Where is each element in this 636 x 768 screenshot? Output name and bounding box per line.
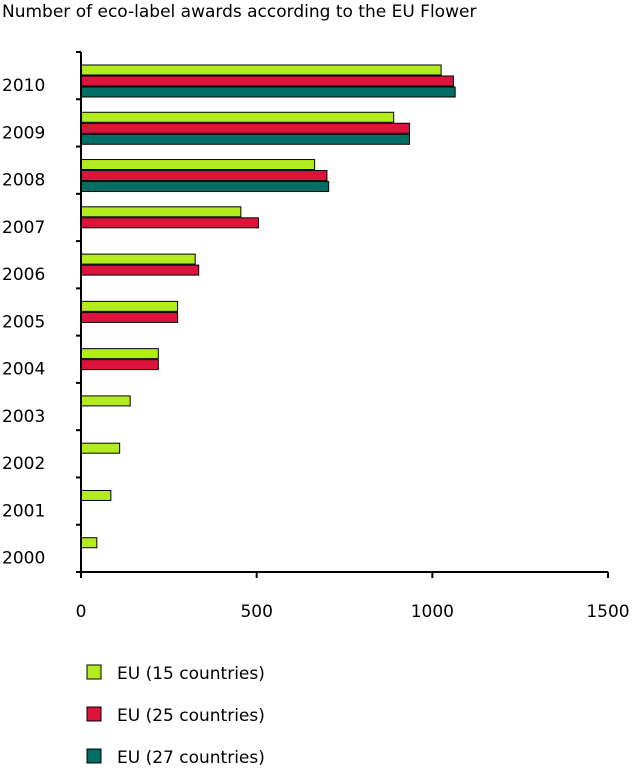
x-tick-label-1000: 1000 (411, 602, 454, 622)
axes-group: 2010 2009 2008 2007 2006 2005 2004 2003 2002 2001… (2, 51, 630, 622)
x-tick-label-1500: 1500 (586, 602, 629, 622)
legend-swatch-3 (86, 748, 102, 764)
bar-2003-series-1 (80, 395, 131, 407)
bar-2001-series-1 (80, 489, 112, 501)
bar-2010-series-1 (80, 64, 442, 76)
bar-2008-series-1 (80, 159, 316, 171)
bar-2010-series-3 (80, 86, 456, 98)
y-tick-label-2007: 2007 (2, 218, 45, 238)
bar-2008-series-2 (80, 170, 328, 182)
bar-2007-series-2 (80, 217, 259, 229)
bars-group (80, 64, 456, 549)
bar-2009-series-1 (80, 111, 395, 123)
y-tick-label-2009: 2009 (2, 123, 45, 143)
y-tick-label-2005: 2005 (2, 312, 45, 332)
y-tick-label-2002: 2002 (2, 454, 45, 474)
y-tick-label-2003: 2003 (2, 407, 45, 427)
bar-2004-series-1 (80, 348, 159, 360)
bar-2006-series-1 (80, 253, 196, 265)
legend-label-1: EU (15 countries) (117, 664, 265, 684)
y-tick-label-2008: 2008 (2, 171, 45, 191)
bar-2008-series-3 (80, 181, 330, 193)
bar-2000-series-1 (80, 537, 98, 549)
bar-2007-series-1 (80, 206, 242, 218)
bar-2009-series-3 (80, 133, 410, 145)
bar-2005-series-2 (80, 311, 179, 323)
bar-2005-series-1 (80, 300, 179, 312)
y-tick-label-2006: 2006 (2, 265, 45, 285)
legend-label-3: EU (27 countries) (117, 748, 265, 768)
y-tick-label-2001: 2001 (2, 501, 45, 521)
legend: EU (15 countries) EU (25 countries) EU (27… (86, 664, 265, 768)
x-tick-label-0: 0 (76, 602, 87, 622)
legend-swatch-2 (86, 706, 102, 722)
x-tick-label-500: 500 (240, 602, 272, 622)
y-tick-label-2004: 2004 (2, 360, 45, 380)
bar-2002-series-1 (80, 442, 121, 454)
bar-2004-series-2 (80, 359, 159, 371)
bar-2006-series-2 (80, 264, 200, 276)
chart-title: Number of eco-label awards according to … (2, 2, 476, 22)
legend-swatch-1 (86, 664, 102, 680)
legend-label-2: EU (25 countries) (117, 706, 265, 726)
y-tick-label-2010: 2010 (2, 76, 45, 96)
bar-2009-series-2 (80, 122, 410, 134)
y-tick-label-2000: 2000 (2, 549, 45, 569)
bar-2010-series-2 (80, 75, 454, 87)
